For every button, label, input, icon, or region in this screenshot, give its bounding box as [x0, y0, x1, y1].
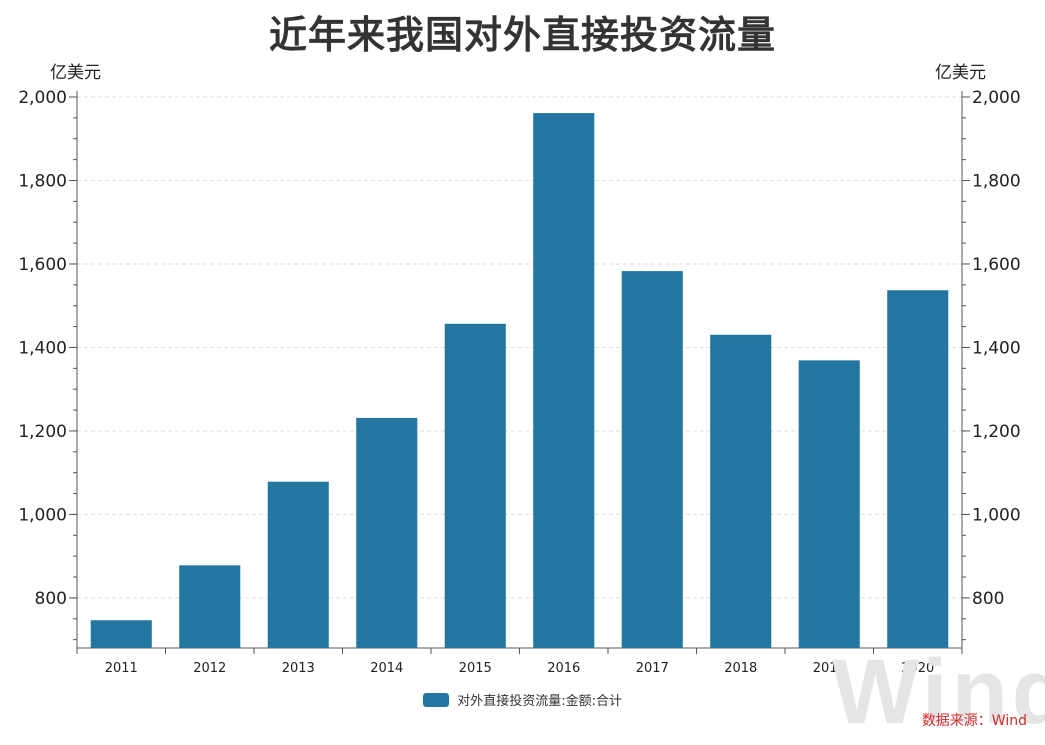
y-tick-label-left: 1,200 [18, 422, 67, 442]
x-tick-label: 2016 [547, 661, 580, 676]
watermark-text: Wind [832, 641, 1045, 743]
y-tick-label-right: 1,800 [972, 171, 1021, 191]
x-tick-label: 2014 [370, 661, 403, 676]
bar-2013 [267, 481, 329, 648]
x-tick-label: 2019 [813, 661, 846, 676]
data-source: 数据来源：Wind [921, 713, 1027, 729]
bar-2017 [621, 271, 683, 648]
x-tick-label: 2012 [193, 661, 226, 676]
x-tick-label: 2018 [724, 661, 757, 676]
y-tick-label-left: 1,800 [18, 171, 67, 191]
legend[interactable]: 对外直接投资流量:金额:合计 [0, 690, 1045, 709]
y-tick-label-right: 1,000 [972, 505, 1021, 525]
left-axis-unit: 亿美元 [50, 63, 101, 83]
bar-2016 [533, 113, 595, 649]
bar-2020 [887, 290, 949, 648]
right-axis-unit: 亿美元 [935, 63, 986, 83]
bar-2014 [356, 417, 418, 648]
bar-2018 [710, 334, 772, 648]
y-tick-label-right: 1,400 [972, 338, 1021, 358]
legend-label: 对外直接投资流量:金额:合计 [457, 694, 622, 709]
y-tick-label-right: 800 [972, 589, 1004, 609]
x-tick-label: 2020 [901, 661, 934, 676]
y-tick-label-left: 1,000 [18, 505, 67, 525]
x-tick-label: 2013 [282, 661, 315, 676]
bar-2015 [444, 323, 506, 648]
y-tick-label-left: 800 [35, 589, 67, 609]
y-tick-label-right: 2,000 [972, 88, 1021, 108]
y-tick-label-right: 1,200 [972, 422, 1021, 442]
wind-watermark-logo: Wind [832, 640, 1045, 745]
y-tick-label-left: 1,600 [18, 255, 67, 275]
x-tick-label: 2015 [459, 661, 492, 676]
x-tick-label: 2011 [105, 661, 138, 676]
chart-title: 近年来我国对外直接投资流量 [268, 13, 776, 57]
legend-swatch [423, 692, 450, 707]
bar-2011 [90, 620, 152, 648]
bar-2012 [179, 565, 241, 648]
x-tick-label: 2017 [636, 661, 669, 676]
bar-2019 [798, 360, 860, 648]
y-tick-label-left: 2,000 [18, 88, 67, 108]
y-tick-label-right: 1,600 [972, 255, 1021, 275]
y-tick-label-left: 1,400 [18, 338, 67, 358]
